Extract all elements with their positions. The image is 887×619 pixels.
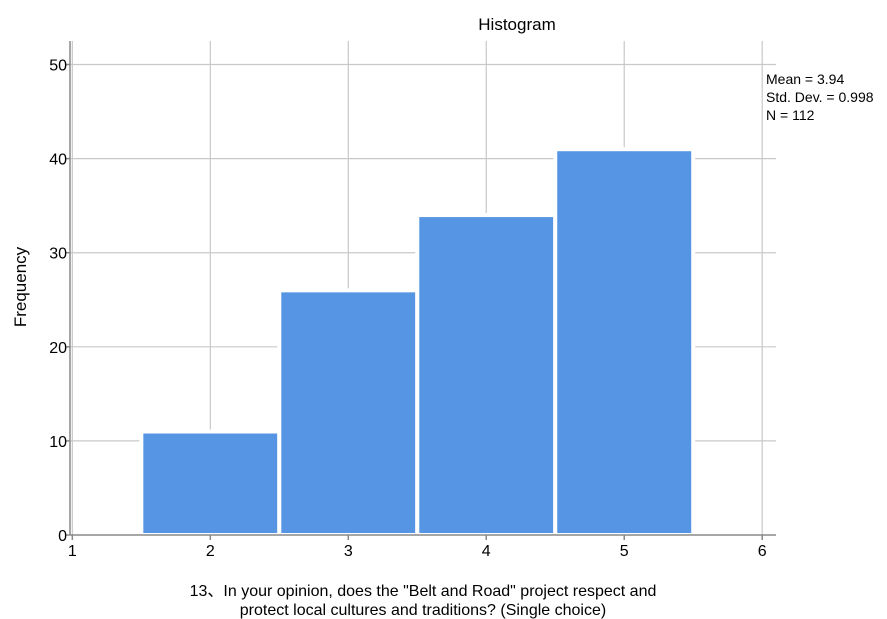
x-axis-label-line-1: 13、In your opinion, does the "Belt and R… [190, 583, 657, 600]
y-tick-labels: 0 10 20 30 40 50 [49, 58, 67, 545]
y-tick-label: 50 [49, 58, 67, 75]
y-tick-label: 20 [49, 340, 67, 357]
bar [279, 290, 417, 535]
bar [417, 215, 555, 535]
x-tick-label: 3 [344, 543, 353, 560]
bar [141, 431, 279, 535]
stat-mean: Mean = 3.94 [766, 71, 844, 87]
y-axis-label: Frequency [11, 246, 30, 327]
stat-n: N = 112 [766, 107, 815, 123]
y-tick-label: 10 [49, 434, 67, 451]
y-tick-label: 40 [49, 152, 67, 169]
x-tick-label: 1 [68, 543, 77, 560]
stat-std-dev: Std. Dev. = 0.998 [766, 89, 874, 105]
statistics-box: Mean = 3.94 Std. Dev. = 0.998 N = 112 [766, 71, 874, 123]
chart-title: Histogram [478, 15, 555, 34]
x-tick-label: 6 [758, 543, 767, 560]
y-tick-label: 0 [58, 528, 67, 545]
bar [555, 149, 693, 535]
x-axis-label-line-2: protect local cultures and traditions? (… [240, 602, 606, 619]
bars [141, 149, 693, 535]
x-tick-labels: 1 2 3 4 5 6 [68, 543, 767, 560]
x-tick-label: 5 [620, 543, 629, 560]
y-tick-label: 30 [49, 246, 67, 263]
x-tick-label: 4 [482, 543, 491, 560]
x-tick-label: 2 [206, 543, 215, 560]
